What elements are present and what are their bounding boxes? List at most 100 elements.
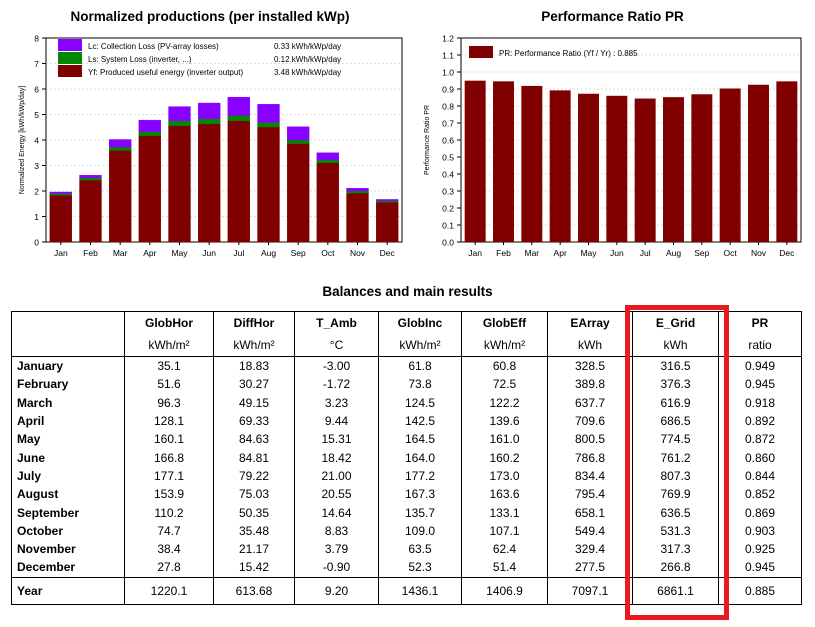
bar-pr: [606, 95, 628, 242]
bar-yf: [138, 135, 162, 243]
bar-ls: [197, 118, 221, 124]
table-cell: 15.42: [213, 558, 295, 578]
table-cell: 0.918: [718, 393, 802, 412]
bar-ls: [375, 200, 399, 203]
table-cell: 50.35: [213, 503, 295, 522]
x-tick-label: Feb: [83, 248, 98, 258]
table-row: March 96.3 49.15 3.23 124.5 122.2 637.7 616.9 0.…: [12, 393, 802, 412]
x-tick-label: Nov: [751, 248, 767, 258]
x-tick-label: Oct: [321, 248, 335, 258]
table-cell: 110.2: [124, 503, 214, 522]
table-row: April 128.1 69.33 9.44 142.5 139.6 709.6 686.5 0…: [12, 411, 802, 431]
table-cell: 774.5: [632, 430, 719, 449]
table-cell: 8.83: [294, 521, 379, 540]
x-tick-label: Apr: [554, 248, 567, 258]
column-header: T_Amb: [294, 311, 379, 334]
table-cell: 38.4: [124, 539, 214, 559]
results-table: GlobHor DiffHor T_Amb GlobInc GlobEff EArray E…: [11, 311, 802, 605]
performance-ratio-chart: 0.0 0.1 0.2 0.3 0.4 0.5 0.6 0.7 0.8 0.9 1.0 1.1 1.2 P…: [424, 34, 802, 258]
table-cell: 18.42: [294, 448, 379, 467]
bar-ls: [49, 193, 73, 196]
table-cell: 163.6: [461, 485, 548, 504]
table-row: May 160.1 84.63 15.31 164.5 161.0 800.5 774.5 0.…: [12, 430, 802, 449]
x-tick-label: May: [171, 248, 188, 258]
table-cell: 266.8: [632, 558, 719, 578]
table-cell: 9.20: [294, 576, 379, 605]
bar-lc: [138, 119, 162, 132]
x-tick-label: Dec: [380, 248, 396, 258]
table-cell: 30.27: [213, 375, 295, 394]
table-cell: 177.2: [378, 466, 462, 486]
table-cell: 27.8: [124, 558, 214, 578]
chart-title-normalized: Normalized productions (per installed kW…: [70, 9, 350, 24]
y-tick-label: 5: [34, 110, 39, 120]
table-cell: 1406.9: [461, 576, 548, 605]
y-tick-label: 1.1: [442, 51, 454, 61]
y-tick-label: 6: [34, 85, 39, 95]
table-cell: 3.23: [294, 393, 379, 412]
row-label: June: [17, 450, 46, 465]
column-header: EArray: [547, 311, 633, 334]
bar-pr: [578, 93, 599, 242]
y-axis-label: Normalized Energy [kWh/kWp/day]: [19, 86, 26, 195]
y-tick-label: 1.0: [442, 68, 454, 78]
units-corner: [11, 334, 125, 357]
x-tick-label: Jun: [202, 248, 216, 258]
table-cell: 167.3: [378, 485, 462, 504]
bar-yf: [227, 120, 251, 243]
y-tick-label: 0.1: [442, 221, 454, 231]
bar-ls: [286, 139, 310, 144]
table-cell: 637.7: [547, 393, 633, 412]
table-row: July 177.1 79.22 21.00 177.2 173.0 834.4 807.3 0…: [12, 466, 802, 486]
row-label: January: [17, 359, 64, 374]
bar-lc: [375, 199, 399, 201]
table-cell: 177.1: [124, 466, 214, 486]
bar-lc: [316, 152, 340, 160]
bar-lc: [346, 187, 369, 192]
table-cell: 277.5: [547, 558, 633, 578]
table-cell: 317.3: [632, 539, 719, 559]
y-tick-label: 7: [34, 59, 39, 69]
table-cell: 15.31: [294, 430, 379, 449]
bar-yf: [316, 162, 340, 243]
column-header: E_Grid: [632, 311, 719, 334]
legend-label: Yf: Produced useful energy (inverter out…: [88, 68, 244, 77]
column-unit: kWh/m²: [213, 334, 295, 357]
chart-title-pr: Performance Ratio PR: [541, 9, 684, 24]
table-cell: -0.90: [294, 558, 379, 578]
x-tick-label: Jul: [233, 248, 244, 258]
x-tick-label: Aug: [261, 248, 276, 258]
bar-pr: [776, 81, 798, 242]
row-label: May: [17, 432, 41, 447]
row-label: October: [17, 523, 64, 538]
header-row: GlobHor DiffHor T_Amb GlobInc GlobEff EArray E…: [12, 311, 802, 334]
bar-pr: [691, 94, 713, 243]
bar-yf: [79, 179, 102, 243]
table-cell: 21.17: [213, 539, 295, 559]
x-tick-label: Sep: [694, 248, 709, 258]
table-cell: 142.5: [378, 411, 462, 431]
table-cell: 160.2: [461, 448, 548, 467]
table-cell: 166.8: [124, 448, 214, 467]
table-cell: 795.4: [547, 485, 633, 504]
legend-label: Ls: System Loss (inverter, ...): [88, 55, 192, 64]
bar-yf: [375, 202, 399, 243]
bar-yf: [286, 143, 310, 243]
bar-ls: [257, 122, 280, 128]
x-tick-label: Nov: [350, 248, 366, 258]
table-cell: 834.4: [547, 466, 633, 486]
x-tick-label: Jun: [610, 248, 624, 258]
bar-pr: [549, 90, 571, 242]
table-cell: 0.844: [718, 466, 802, 486]
table-cell: 164.0: [378, 448, 462, 467]
table-cell: 164.5: [378, 430, 462, 449]
column-unit: °C: [294, 334, 379, 357]
table-cell: 109.0: [378, 521, 462, 540]
table-cell: 135.7: [378, 503, 462, 522]
y-tick-label: 4: [34, 136, 39, 146]
table-cell: 96.3: [124, 393, 214, 412]
bar-lc: [108, 139, 132, 148]
table-cell: 316.5: [632, 356, 719, 376]
section-title-balances: Balances and main results: [322, 284, 493, 299]
y-tick-label: 8: [34, 34, 39, 44]
